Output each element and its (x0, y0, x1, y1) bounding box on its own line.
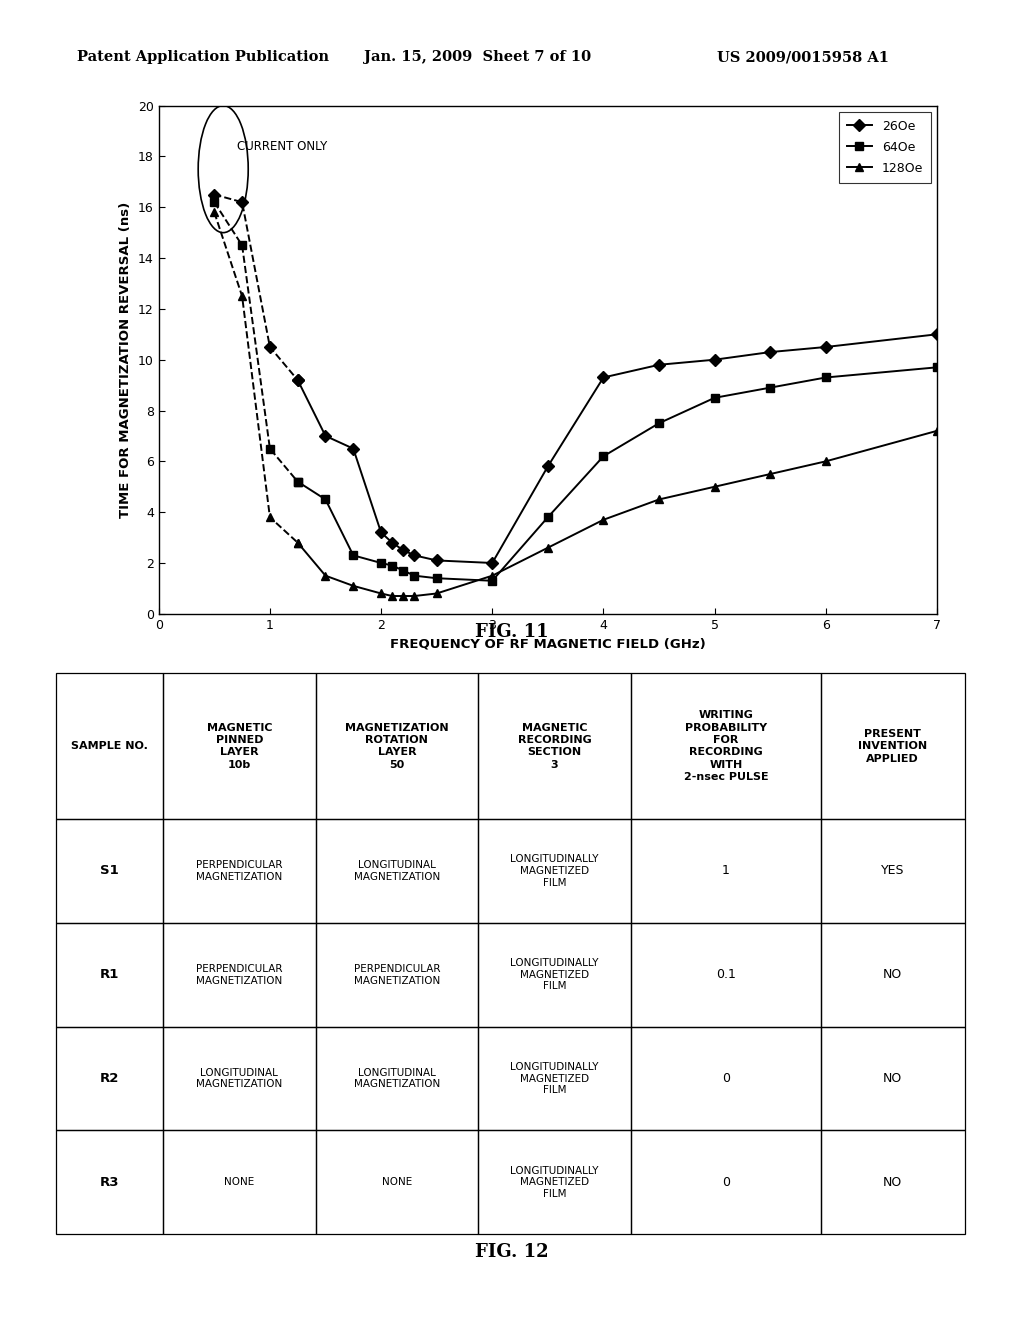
Text: 0.1: 0.1 (716, 969, 736, 981)
Text: PERPENDICULAR
MAGNETIZATION: PERPENDICULAR MAGNETIZATION (197, 861, 283, 882)
Text: 0: 0 (722, 1072, 730, 1085)
Text: YES: YES (881, 865, 904, 878)
Text: NONE: NONE (382, 1177, 412, 1187)
Text: WRITING
PROBABILITY
FOR
RECORDING
WITH
2-nsec PULSE: WRITING PROBABILITY FOR RECORDING WITH 2… (684, 710, 768, 783)
Y-axis label: TIME FOR MAGNETIZATION REVERSAL (ns): TIME FOR MAGNETIZATION REVERSAL (ns) (120, 202, 132, 517)
Text: NONE: NONE (224, 1177, 255, 1187)
Text: R1: R1 (100, 969, 119, 981)
Text: FIG. 11: FIG. 11 (475, 623, 549, 642)
Text: PRESENT
INVENTION
APPLIED: PRESENT INVENTION APPLIED (858, 729, 928, 763)
Text: 0: 0 (722, 1176, 730, 1189)
Text: MAGNETIC
PINNED
LAYER
10b: MAGNETIC PINNED LAYER 10b (207, 722, 272, 770)
Text: MAGNETIC
RECORDING
SECTION
3: MAGNETIC RECORDING SECTION 3 (517, 722, 591, 770)
Text: R3: R3 (100, 1176, 120, 1189)
Legend: 26Oe, 64Oe, 128Oe: 26Oe, 64Oe, 128Oe (840, 112, 931, 182)
Text: NO: NO (883, 1176, 902, 1189)
Text: US 2009/0015958 A1: US 2009/0015958 A1 (717, 50, 889, 65)
Text: PERPENDICULAR
MAGNETIZATION: PERPENDICULAR MAGNETIZATION (197, 964, 283, 986)
Text: FIG. 12: FIG. 12 (475, 1243, 549, 1262)
Text: LONGITUDINALLY
MAGNETIZED
FILM: LONGITUDINALLY MAGNETIZED FILM (510, 958, 599, 991)
Text: NO: NO (883, 1072, 902, 1085)
Text: MAGNETIZATION
ROTATION
LAYER
50: MAGNETIZATION ROTATION LAYER 50 (345, 722, 449, 770)
Text: LONGITUDINALLY
MAGNETIZED
FILM: LONGITUDINALLY MAGNETIZED FILM (510, 854, 599, 887)
Text: LONGITUDINALLY
MAGNETIZED
FILM: LONGITUDINALLY MAGNETIZED FILM (510, 1166, 599, 1199)
Text: LONGITUDINAL
MAGNETIZATION: LONGITUDINAL MAGNETIZATION (353, 861, 440, 882)
X-axis label: FREQUENCY OF RF MAGNETIC FIELD (GHz): FREQUENCY OF RF MAGNETIC FIELD (GHz) (390, 638, 706, 651)
Text: CURRENT ONLY: CURRENT ONLY (237, 140, 327, 153)
Text: SAMPLE NO.: SAMPLE NO. (72, 741, 148, 751)
Text: Patent Application Publication: Patent Application Publication (77, 50, 329, 65)
Text: LONGITUDINALLY
MAGNETIZED
FILM: LONGITUDINALLY MAGNETIZED FILM (510, 1061, 599, 1096)
Text: S1: S1 (100, 865, 119, 878)
Text: R2: R2 (100, 1072, 119, 1085)
Text: PERPENDICULAR
MAGNETIZATION: PERPENDICULAR MAGNETIZATION (353, 964, 440, 986)
Text: LONGITUDINAL
MAGNETIZATION: LONGITUDINAL MAGNETIZATION (197, 1068, 283, 1089)
Text: 1: 1 (722, 865, 730, 878)
Text: LONGITUDINAL
MAGNETIZATION: LONGITUDINAL MAGNETIZATION (353, 1068, 440, 1089)
Text: NO: NO (883, 969, 902, 981)
Text: Jan. 15, 2009  Sheet 7 of 10: Jan. 15, 2009 Sheet 7 of 10 (364, 50, 591, 65)
